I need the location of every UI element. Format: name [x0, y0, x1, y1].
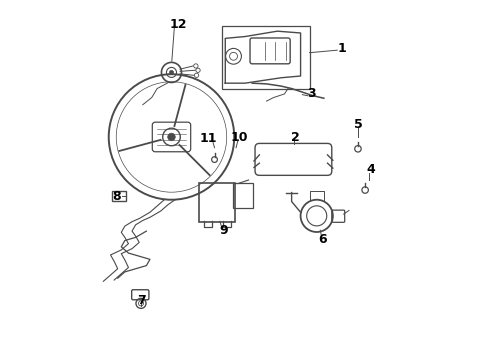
Text: 1: 1 [338, 41, 346, 54]
Text: 11: 11 [199, 132, 217, 145]
Text: 2: 2 [291, 131, 299, 144]
Text: 9: 9 [219, 224, 228, 237]
Text: 8: 8 [112, 190, 121, 203]
Text: 10: 10 [231, 131, 248, 144]
Text: 4: 4 [366, 163, 375, 176]
Circle shape [170, 71, 173, 75]
Text: 12: 12 [170, 18, 187, 31]
Circle shape [168, 133, 175, 141]
Bar [221, 26, 310, 89]
Text: 5: 5 [354, 118, 362, 131]
Text: 3: 3 [307, 87, 316, 100]
Text: 7: 7 [137, 294, 146, 307]
Text: 6: 6 [318, 233, 326, 246]
